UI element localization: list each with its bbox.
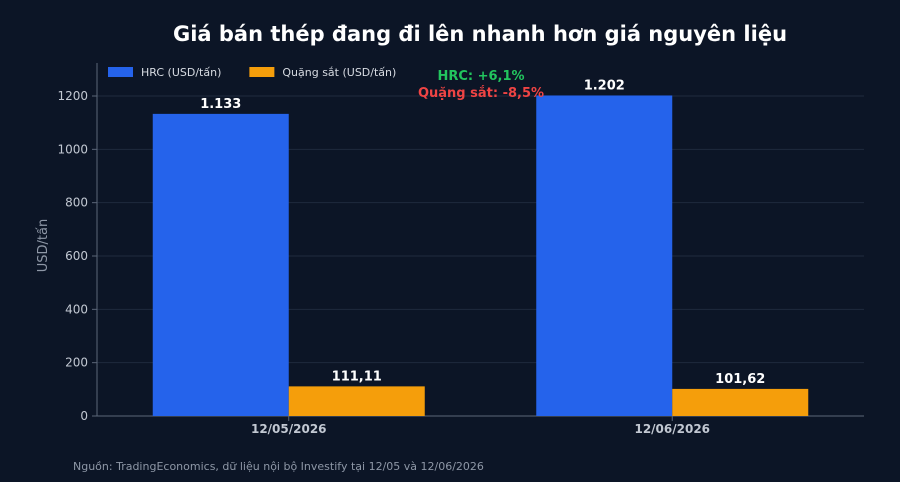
y-tick-label: 0	[80, 409, 88, 423]
bar-value-label: 101,62	[715, 372, 765, 387]
legend-swatch	[108, 67, 133, 77]
bar-value-label: 1.202	[584, 78, 625, 93]
change-annotation: HRC: +6,1%	[437, 69, 524, 84]
legend: HRC (USD/tấn) Quặng sắt (USD/tấn)	[108, 66, 396, 79]
y-tick-label: 800	[65, 196, 88, 210]
change-annotation: Quặng sắt: -8,5%	[418, 86, 544, 101]
bar	[152, 113, 289, 416]
y-tick-label: 200	[65, 356, 88, 370]
y-axis-title: USD/tấn	[36, 219, 51, 272]
legend-label: Quặng sắt (USD/tấn)	[282, 66, 396, 79]
bar	[672, 388, 809, 416]
legend-label: HRC (USD/tấn)	[141, 66, 221, 79]
x-tick-label: 12/06/2026	[634, 422, 710, 436]
y-tick-label: 1200	[57, 89, 88, 103]
legend-swatch	[249, 67, 275, 77]
chart-title: Giá bán thép đang đi lên nhanh hơn giá n…	[172, 22, 788, 46]
bars	[152, 95, 809, 416]
annotations: HRC: +6,1% Quặng sắt: -8,5%	[418, 69, 544, 101]
y-tick-label: 1000	[57, 142, 88, 156]
bar	[288, 386, 425, 416]
x-tick-label: 12/05/2026	[251, 422, 327, 436]
data-labels: 1.133 111,11 1.202 101,62	[200, 78, 765, 386]
source-note: Nguồn: TradingEconomics, dữ liệu nội bộ …	[73, 460, 484, 473]
bar-value-label: 1.133	[200, 97, 241, 112]
y-tick-label: 600	[65, 249, 88, 263]
y-tick-label: 400	[65, 302, 88, 316]
axes: 0 200 400 600 800 1000 1200 USD/tấn 12/05/2026 12…	[36, 63, 864, 436]
bar-value-label: 111,11	[332, 369, 382, 384]
bar	[536, 95, 673, 416]
